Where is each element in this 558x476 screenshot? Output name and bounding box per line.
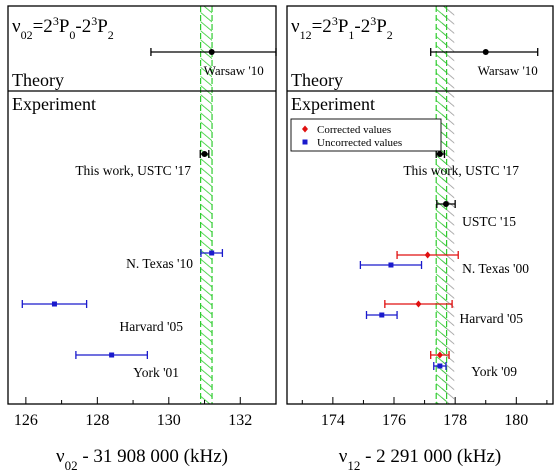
experiment-point (199, 150, 210, 158)
experiment-point (200, 249, 224, 257)
title-part: 0 (69, 28, 75, 42)
panel-title: ν02=23P0-23P2 (12, 14, 114, 42)
title-part: -2 (354, 16, 370, 37)
experiment-point-label: York '09 (471, 364, 517, 379)
experiment-label: Experiment (291, 94, 375, 114)
experiment-point-label: USTC '15 (462, 214, 516, 229)
experiment-point (433, 362, 447, 370)
experiment-point (384, 300, 453, 308)
experiment-point (359, 261, 423, 269)
experiment-label: Experiment (12, 94, 96, 114)
experiment-point (365, 311, 398, 319)
experiment-point-marker (415, 300, 422, 308)
experiment-point (396, 251, 459, 259)
experiment-point-marker (437, 363, 443, 369)
experiment-point (436, 200, 456, 208)
title-part: 3 (370, 14, 376, 28)
theory-point (430, 48, 539, 56)
experiment-point (75, 351, 149, 359)
experiment-point-marker (379, 312, 385, 318)
x-tick-label: 174 (321, 412, 345, 429)
experiment-point-label: This work, USTC '17 (403, 163, 519, 178)
green-band (200, 6, 213, 404)
x-tick-label: 176 (382, 412, 406, 429)
experiment-point-label: York '01 (133, 365, 179, 380)
experiment-point-label: Harvard '05 (459, 311, 523, 326)
experiment-point-marker (109, 352, 115, 358)
theory-point (150, 48, 277, 56)
title-part: 1 (348, 28, 354, 42)
title-part: 2 (108, 28, 114, 42)
experiment-point-marker (436, 351, 443, 359)
experiment-point (435, 150, 446, 158)
legend-entry: Uncorrected values (317, 137, 402, 149)
experiment-point-label: Harvard '05 (119, 319, 183, 334)
panel-title: ν12=23P1-23P2 (291, 14, 393, 42)
theory-point-label: Warsaw '10 (204, 63, 264, 78)
experiment-point-marker (436, 151, 443, 157)
theory-label: Theory (12, 70, 64, 90)
title-part: -2 (75, 16, 91, 37)
legend-marker (302, 139, 308, 145)
x-axis-label-part: ν (56, 446, 65, 467)
x-tick-label: 132 (228, 412, 252, 429)
title-part: =2 (33, 16, 53, 37)
x-tick-label: 130 (157, 412, 181, 429)
experiment-point-label: This work, USTC '17 (75, 163, 191, 178)
experiment-point-marker (51, 301, 57, 307)
title-part: 02 (21, 28, 33, 42)
x-tick-label: 178 (443, 412, 467, 429)
plot-frame (7, 5, 277, 405)
experiment-point-marker (424, 251, 431, 259)
theory-label: Theory (291, 70, 343, 90)
title-part: ν (291, 16, 300, 37)
theory-point-marker (208, 49, 215, 55)
legend-marker (302, 125, 308, 133)
x-axis-label-part: 12 (347, 458, 360, 473)
theory-point-label: Warsaw '10 (478, 63, 538, 78)
title-part: ν (12, 16, 21, 37)
green-band (436, 6, 447, 404)
experiment-point-marker (201, 151, 208, 157)
title-part: 3 (332, 14, 338, 28)
plot-frame (286, 5, 554, 405)
title-part: =2 (312, 16, 332, 37)
experiment-point-label: N. Texas '00 (462, 261, 529, 276)
x-axis-label-part: 02 (65, 458, 78, 473)
x-axis-label-part: - 31 908 000 (kHz) (78, 446, 228, 467)
experiment-point-marker (209, 250, 215, 256)
legend-box (290, 118, 442, 152)
x-axis-label: ν12 - 2 291 000 (kHz) (339, 446, 501, 473)
x-axis-label-part: - 2 291 000 (kHz) (360, 446, 501, 467)
experiment-point (430, 351, 450, 359)
theory-point-marker (482, 49, 489, 55)
title-part: P (338, 16, 349, 37)
title-part: 2 (387, 28, 393, 42)
x-tick-label: 128 (85, 412, 109, 429)
title-part: P (376, 16, 387, 37)
title-part: P (97, 16, 108, 37)
title-part: 12 (300, 28, 312, 42)
x-axis-label-part: ν (339, 446, 348, 467)
title-part: 3 (91, 14, 97, 28)
experiment-point-marker (442, 201, 449, 207)
title-part: P (59, 16, 70, 37)
x-tick-label: 180 (504, 412, 528, 429)
experiment-point-label: N. Texas '10 (126, 256, 193, 271)
title-part: 3 (53, 14, 59, 28)
experiment-point-marker (388, 262, 394, 268)
legend-entry: Corrected values (317, 124, 391, 136)
x-tick-label: 126 (14, 412, 38, 429)
experiment-point (21, 300, 88, 308)
x-axis-label: ν02 - 31 908 000 (kHz) (56, 446, 228, 473)
